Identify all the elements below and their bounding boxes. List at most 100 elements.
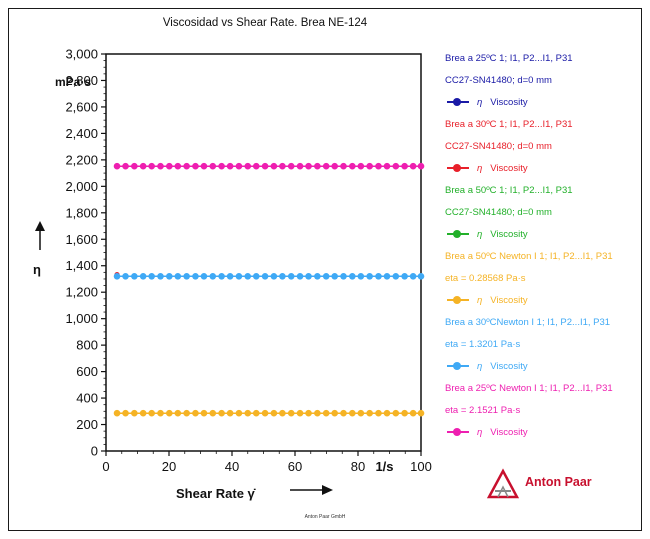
series-point-5 [200, 162, 208, 170]
x-axis-label-symbol: γ̇ [247, 486, 255, 501]
legend-entry: η Viscosity [445, 92, 635, 114]
y-tick-label: 1,600 [65, 232, 98, 247]
legend-entry: η Viscosity [445, 158, 635, 180]
legend-marker-icon [445, 163, 471, 173]
series-point-4 [192, 273, 199, 280]
series-point-5 [131, 162, 138, 170]
legend-eta-symbol: η [477, 97, 483, 108]
legend-marker-icon [445, 97, 471, 107]
y-tick-label: 400 [76, 391, 98, 406]
series-point-5 [218, 162, 225, 170]
series-point-4 [174, 273, 182, 280]
series-point-5 [244, 162, 252, 170]
series-point-3 [322, 409, 330, 417]
x-tick-label: 100 [410, 459, 432, 474]
series-point-4 [200, 273, 208, 280]
y-tick-label: 2,800 [65, 73, 98, 88]
series-point-3 [252, 409, 260, 417]
series-point-4 [183, 273, 190, 280]
series-point-3 [417, 409, 425, 417]
series-point-5 [139, 162, 147, 170]
legend-series-name: Brea a 25ºC Newton I 1; I1, P2...I1, P31 [445, 383, 613, 394]
y-tick-label: 2,200 [65, 152, 98, 167]
series-point-3 [357, 409, 365, 417]
legend-series-sub: CC27-SN41480; d=0 mm [445, 141, 552, 152]
y-tick-label: 1,800 [65, 205, 98, 220]
series-point-4 [287, 273, 295, 280]
legend-marker-icon [445, 295, 471, 305]
series-point-5 [113, 162, 121, 170]
y-tick-label: 3,000 [65, 47, 98, 62]
y-tick-label: 1,200 [65, 285, 98, 300]
series-point-3 [340, 409, 347, 417]
series-point-3 [166, 409, 173, 417]
series-point-5 [314, 162, 321, 170]
series-point-4 [122, 273, 129, 280]
series-point-3 [375, 409, 382, 417]
series-point-3 [409, 409, 417, 417]
series-point-5 [192, 162, 199, 170]
series-point-5 [209, 162, 217, 170]
series-point-4 [417, 273, 425, 280]
anton-paar-logo-icon [486, 468, 520, 499]
x-axis-label-text: Shear Rate [176, 486, 244, 501]
legend-series-sub: eta = 0.28568 Pa·s [445, 273, 526, 284]
series-point-4 [244, 273, 252, 280]
series-point-3 [287, 409, 295, 417]
y-tick-label: 600 [76, 364, 98, 379]
series-point-5 [235, 162, 243, 170]
series-point-3 [183, 409, 190, 417]
legend-series-name: Brea a 30ºC 1; I1, P2...I1, P31 [445, 119, 573, 130]
legend-entry: η Viscosity [445, 290, 635, 312]
legend-series-sub: eta = 1.3201 Pa·s [445, 339, 521, 350]
legend-entry: η Viscosity [445, 356, 635, 378]
series-point-3 [226, 409, 234, 417]
series-point-3 [305, 409, 312, 417]
y-tick-label: 200 [76, 417, 98, 432]
chart-title: Viscosidad vs Shear Rate. Brea NE-124 [162, 17, 368, 29]
series-point-3 [218, 409, 225, 417]
legend-series-name: Brea a 50ºC Newton I 1; I1, P2...I1, P31 [445, 251, 613, 262]
legend-series-sub: CC27-SN41480; d=0 mm [445, 207, 552, 218]
series-point-5 [226, 162, 234, 170]
legend-eta-symbol: η [477, 361, 483, 372]
series-point-5 [383, 162, 391, 170]
legend-marker-icon [445, 361, 471, 371]
series-point-5 [279, 162, 286, 170]
x-tick-label: 60 [288, 459, 302, 474]
legend-entry: η Viscosity [445, 224, 635, 246]
series-point-3 [314, 409, 321, 417]
series-point-4 [392, 273, 400, 280]
legend-series-sub: eta = 2.1521 Pa·s [445, 405, 521, 416]
series-point-4 [157, 273, 164, 280]
series-point-4 [357, 273, 365, 280]
brand-logo: Anton Paar [485, 465, 615, 505]
series-point-3 [270, 409, 278, 417]
series-point-5 [287, 162, 295, 170]
y-tick-label: 2,000 [65, 179, 98, 194]
series-point-5 [122, 162, 129, 170]
chart-legend: Brea a 25ºC 1; I1, P2...I1, P31 CC27-SN41… [445, 48, 635, 444]
legend-marker-label: Viscosity [490, 427, 528, 438]
legend-marker-icon [445, 229, 471, 239]
series-point-3 [383, 409, 391, 417]
series-point-4 [270, 273, 278, 280]
series-point-4 [349, 273, 356, 280]
series-point-4 [409, 273, 417, 280]
legend-marker-label: Viscosity [490, 295, 528, 306]
series-point-5 [148, 162, 155, 170]
plot-box [105, 53, 422, 452]
series-point-5 [183, 162, 190, 170]
series-point-3 [244, 409, 252, 417]
series-point-5 [401, 162, 408, 170]
series-point-4 [113, 273, 121, 280]
series-point-3 [122, 409, 129, 417]
series-point-4 [166, 273, 173, 280]
series-point-3 [401, 409, 408, 417]
series-point-5 [296, 162, 304, 170]
legend-marker-label: Viscosity [490, 163, 528, 174]
series-point-3 [131, 409, 138, 417]
series-point-3 [331, 409, 338, 417]
x-arrow-icon [322, 485, 333, 495]
